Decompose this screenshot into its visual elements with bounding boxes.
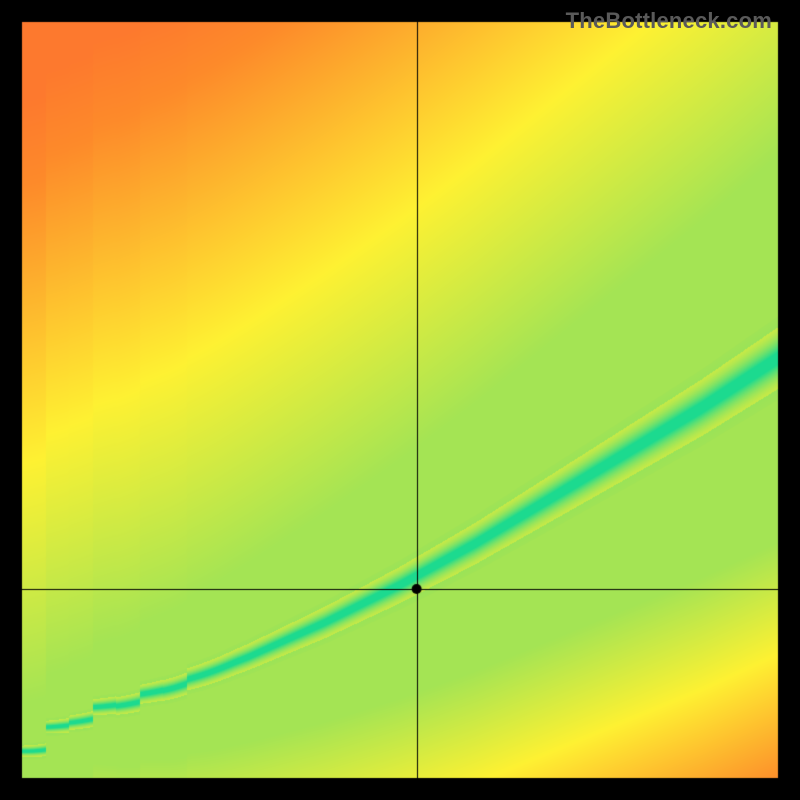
chart-container: { "watermark": { "text": "TheBottleneck.… (0, 0, 800, 800)
bottleneck-heatmap (0, 0, 800, 800)
watermark-label: TheBottleneck.com (566, 8, 772, 34)
